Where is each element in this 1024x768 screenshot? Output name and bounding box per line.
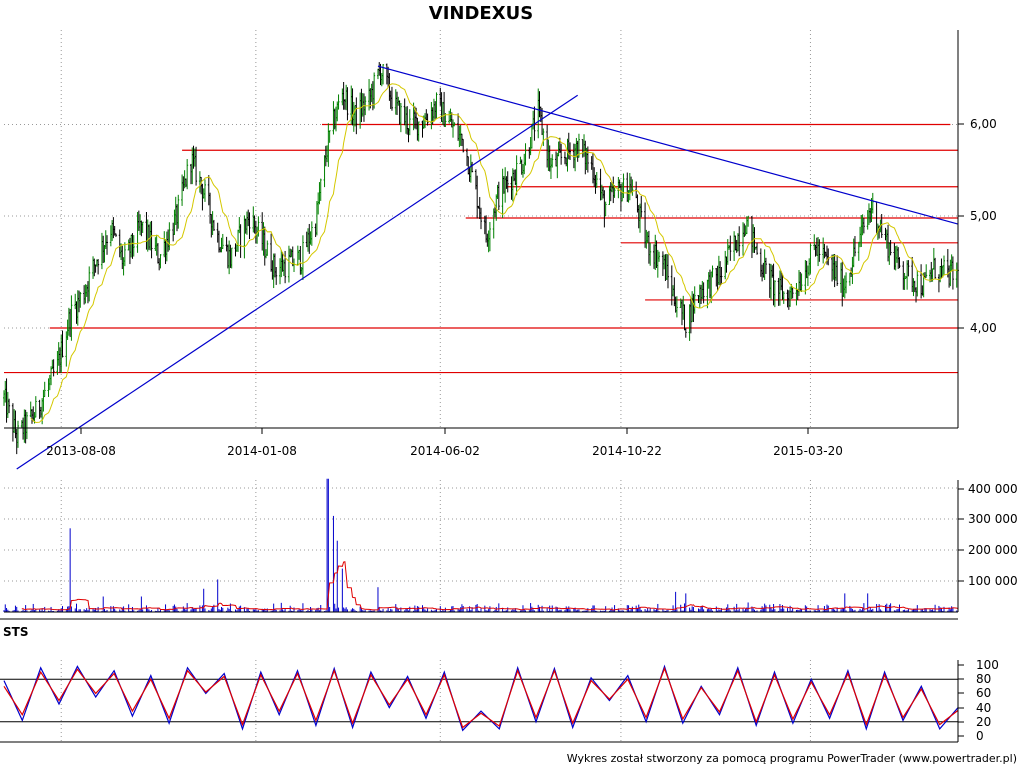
- volume-grid: [4, 480, 958, 612]
- price-candles: [3, 62, 959, 455]
- y-tick-label: 20: [976, 715, 991, 729]
- price-panel: 4,00 5,00 6,00 2013-08-08 2014-01-08 201…: [3, 30, 997, 470]
- moving-average-line: [30, 83, 959, 424]
- x-tick-label: 2013-08-08: [46, 444, 116, 458]
- y-tick-label: 60: [976, 686, 991, 700]
- y-tick-label: 400 000: [968, 482, 1018, 496]
- y-tick-label: 100: [976, 658, 999, 672]
- sts-grid: [0, 660, 958, 742]
- sts-y-axis: 0 20 40 60 80 100: [958, 658, 999, 743]
- y-tick-label: 40: [976, 701, 991, 715]
- volume-y-axis: 100 000 200 000 300 000 400 000: [958, 482, 1018, 588]
- volume-average-line: [21, 561, 959, 611]
- trend-lines: [16, 65, 959, 470]
- y-tick-label: 300 000: [968, 512, 1018, 526]
- volume-bars: [3, 478, 959, 612]
- y-tick-label: 100 000: [968, 574, 1018, 588]
- footer-credit: Wykres został stworzony za pomocą progra…: [567, 752, 1017, 765]
- x-tick-label: 2014-01-08: [227, 444, 297, 458]
- y-tick-label: 0: [976, 729, 984, 743]
- y-tick-label: 200 000: [968, 543, 1018, 557]
- y-tick-label: 6,00: [970, 117, 997, 131]
- x-tick-label: 2015-03-20: [773, 444, 843, 458]
- price-y-axis: 4,00 5,00 6,00: [958, 117, 997, 335]
- sts-label: STS: [3, 625, 28, 639]
- sts-line-blue: [3, 664, 959, 732]
- chart-title: VINDEXUS: [429, 3, 533, 24]
- y-tick-label: 5,00: [970, 209, 997, 223]
- y-tick-label: 4,00: [970, 321, 997, 335]
- price-x-axis: 2013-08-08 2014-01-08 2014-06-02 2014-10…: [46, 428, 843, 458]
- y-tick-label: 80: [976, 672, 991, 686]
- trend-line: [16, 94, 579, 470]
- volume-panel: 100 000 200 000 300 000 400 000: [3, 478, 1018, 613]
- support-resistance-lines: [4, 123, 958, 374]
- trend-line: [377, 65, 959, 225]
- x-tick-label: 2014-06-02: [410, 444, 480, 458]
- x-tick-label: 2014-10-22: [592, 444, 662, 458]
- sts-panel: STS 0 20 40 60 80 100: [0, 625, 999, 743]
- sts-line-red: [3, 666, 959, 729]
